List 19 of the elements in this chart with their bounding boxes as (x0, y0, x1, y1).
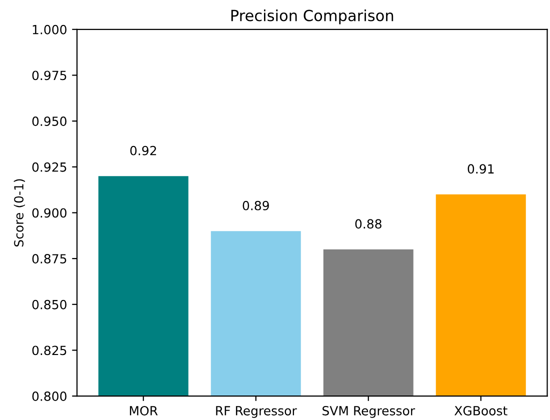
y-tick-label: 0.975 (32, 70, 66, 80)
y-tick-label: 0.950 (32, 116, 66, 126)
data-label: 0.89 (242, 200, 269, 210)
x-tick-label: SVM Regressor (322, 406, 416, 418)
y-tick-label: 0.875 (32, 254, 66, 264)
y-axis-title: Score (0-1) (14, 179, 25, 246)
y-tick-label: 0.825 (32, 346, 66, 356)
data-label: 0.91 (468, 164, 494, 174)
y-tick-label: 1.000 (32, 24, 66, 34)
x-tick-label: RF Regressor (216, 406, 297, 418)
y-tick-label: 0.900 (32, 208, 66, 218)
data-label: 0.88 (355, 219, 382, 229)
y-tick-label: 0.925 (32, 162, 66, 172)
y-tick-label: 0.800 (32, 392, 66, 401)
data-label: 0.92 (130, 146, 156, 156)
x-tick-label: XGBoost (454, 406, 508, 416)
y-tick-label: 0.850 (32, 300, 66, 310)
chart-title: Precision Comparison (231, 9, 394, 24)
x-tick-label: MOR (130, 406, 158, 416)
